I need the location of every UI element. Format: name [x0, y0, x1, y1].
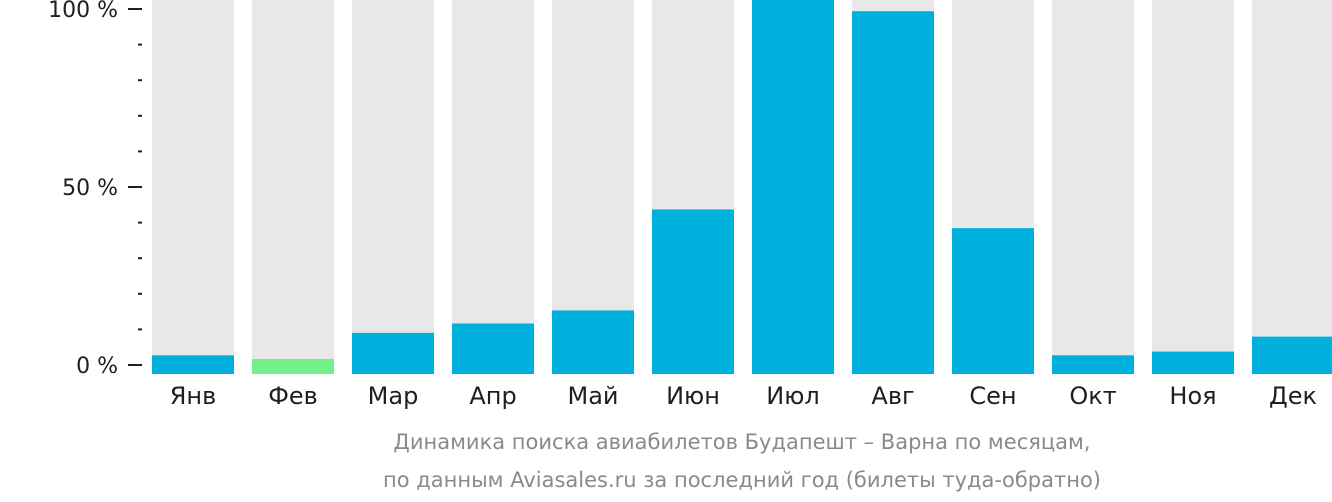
x-tick-label-11: Ноя	[1169, 382, 1216, 410]
x-tick-label-12: Дек	[1269, 382, 1317, 410]
x-tick-label-8: Авг	[871, 382, 914, 410]
bar-track-3	[352, 0, 434, 374]
x-tick-label-6: Июн	[666, 382, 720, 410]
bar-tracks	[152, 0, 1332, 374]
chart-caption-line-2: по данным Aviasales.ru за последний год …	[383, 468, 1101, 492]
x-tick-label-5: Май	[567, 382, 618, 410]
bar-2[interactable]	[252, 359, 334, 374]
x-tick-label-10: Окт	[1069, 382, 1116, 410]
bar-track-11	[1152, 0, 1234, 374]
bar-4[interactable]	[452, 323, 534, 374]
bar-track-2	[252, 0, 334, 374]
bar-1[interactable]	[152, 355, 234, 374]
bar-7[interactable]	[752, 0, 834, 374]
x-tick-label-9: Сен	[969, 382, 1016, 410]
x-tick-label-3: Мар	[368, 382, 419, 410]
bar-11[interactable]	[1152, 351, 1234, 374]
x-tick-label-1: Янв	[170, 382, 217, 410]
x-axis-labels: Янв Фев Мар Апр Май Июн Июл Авг Сен Окт Ноя Дек	[170, 382, 1317, 410]
bar-8[interactable]	[852, 11, 934, 374]
x-tick-label-7: Июл	[766, 382, 820, 410]
bar-9[interactable]	[952, 228, 1034, 374]
bar-5[interactable]	[552, 310, 634, 374]
y-tick-label-1: 0 %	[76, 354, 118, 379]
bar-12[interactable]	[1252, 336, 1332, 374]
y-tick-label-2: 50 %	[62, 176, 118, 201]
bar-track-1	[152, 0, 234, 374]
y-tick-label-3: 100 %	[48, 0, 118, 23]
bars	[152, 0, 1332, 374]
bar-track-10	[1052, 0, 1134, 374]
chart-caption-line-1: Динамика поиска авиабилетов Будапешт – В…	[393, 430, 1091, 454]
bar-6[interactable]	[652, 209, 734, 374]
bar-track-12	[1252, 0, 1332, 374]
bar-3[interactable]	[352, 332, 434, 374]
y-axis: 0 % 50 % 100 %	[48, 0, 142, 379]
bar-track-4	[452, 0, 534, 374]
x-tick-label-4: Апр	[469, 382, 516, 410]
x-tick-label-2: Фев	[268, 382, 318, 410]
bar-10[interactable]	[1052, 355, 1134, 374]
